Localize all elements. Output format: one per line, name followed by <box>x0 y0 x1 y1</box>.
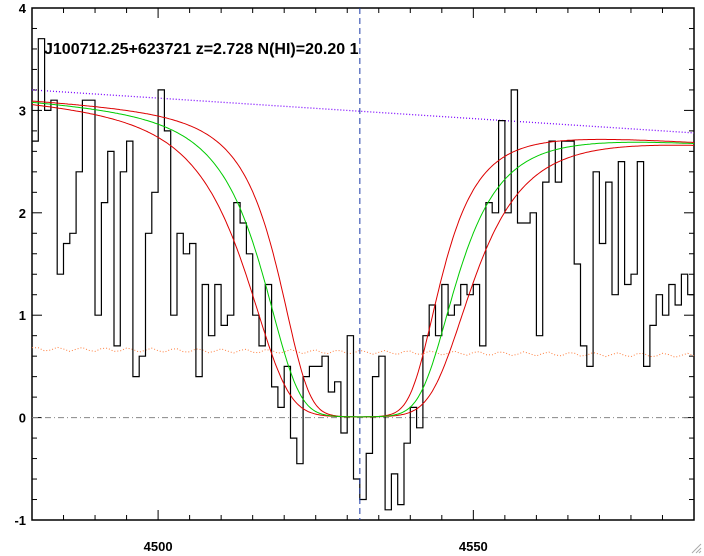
resize-grip-icon[interactable] <box>690 542 702 554</box>
fit-upper-bound <box>31 100 695 418</box>
y-tick-label: 1 <box>19 308 26 323</box>
tick-labels: -1 0 1 2 3 4 4500 4550 <box>14 1 487 554</box>
flux-spectrum <box>32 38 694 511</box>
fit-lower-bound <box>31 104 694 418</box>
y-tick-label: -1 <box>14 513 26 528</box>
x-tick-label: 4500 <box>144 539 173 554</box>
axis-ticks <box>31 7 695 521</box>
chart-lines <box>31 8 695 520</box>
plot-frame <box>31 7 695 521</box>
y-tick-label: 2 <box>19 206 26 221</box>
fit-best <box>31 101 695 418</box>
continuum-line <box>31 89 695 134</box>
error-spectrum <box>31 346 695 358</box>
y-tick-label: 4 <box>19 1 27 16</box>
spectrum-title: J100712.25+623721 z=2.728 N(HI)=20.20 1 <box>44 41 359 58</box>
y-tick-label: 3 <box>19 103 26 118</box>
x-tick-label: 4550 <box>459 539 488 554</box>
y-tick-label: 0 <box>19 411 26 426</box>
